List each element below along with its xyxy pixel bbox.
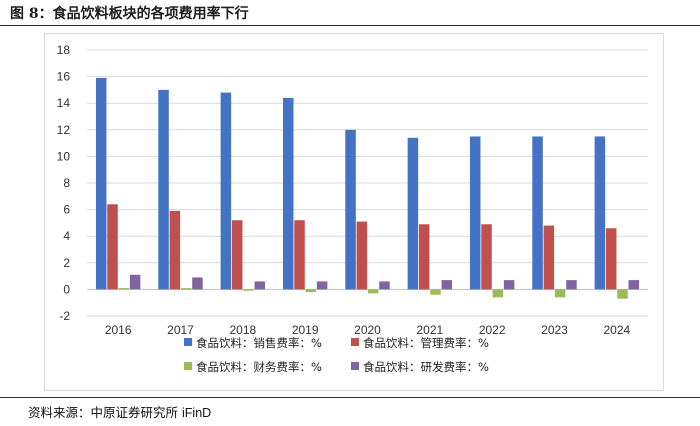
bar-finance-2019 (305, 289, 317, 293)
figure-title: 图 8：食品饮料板块的各项费用率下行 (10, 6, 249, 22)
bar-rd-2022 (503, 280, 515, 290)
legend-label-admin: 食品饮料：管理费率：% (363, 336, 489, 350)
x-axis: 2016 2017 2018 2019 2020 2021 2022 2023 2024 (105, 323, 631, 337)
legend: 食品饮料：销售费率：% 食品饮料：管理费率：% 食品饮料：财务费率：% 食品饮料：研发… (184, 336, 489, 374)
bars (95, 77, 640, 299)
bar-finance-2018 (243, 289, 254, 291)
bar-rd-2021 (441, 280, 453, 290)
bar-rd-2023 (566, 280, 577, 290)
y-tick-label: 4 (63, 229, 70, 243)
bar-rd-2018 (254, 281, 266, 290)
bar-admin-2023 (543, 225, 555, 290)
bar-rd-2017 (192, 277, 203, 290)
bar-admin-2019 (294, 220, 305, 290)
y-tick-label: 12 (57, 123, 71, 137)
legend-swatch-sales (184, 338, 192, 346)
bar-rd-2024 (628, 280, 640, 290)
y-tick-label: 8 (63, 176, 70, 190)
bar-rd-2016 (129, 274, 141, 290)
y-tick-label: 2 (63, 256, 70, 270)
y-tick-label: 6 (63, 203, 70, 217)
bar-finance-2016 (118, 288, 130, 290)
bar-admin-2017 (169, 210, 181, 290)
bar-finance-2022 (492, 289, 504, 298)
bar-admin-2016 (107, 204, 118, 290)
y-tick-label: 0 (63, 282, 70, 296)
bar-finance-2017 (180, 288, 192, 290)
bar-finance-2023 (554, 289, 566, 298)
legend-label-finance: 食品饮料：财务费率：% (196, 360, 322, 374)
x-tick-label: 2022 (479, 323, 506, 337)
x-tick-label: 2023 (541, 323, 568, 337)
bar-sales-2020 (345, 129, 356, 290)
bar-admin-2020 (356, 221, 368, 290)
bar-finance-2020 (367, 289, 379, 294)
bar-sales-2021 (407, 137, 419, 290)
x-tick-label: 2019 (292, 323, 319, 337)
y-tick-label: 16 (57, 70, 71, 84)
legend-swatch-admin (351, 338, 359, 346)
bar-rd-2020 (379, 281, 390, 290)
chart-frame (44, 33, 664, 391)
x-tick-label: 2020 (354, 323, 381, 337)
y-tick-label: 14 (57, 96, 71, 110)
legend-label-rd: 食品饮料：研发费率：% (363, 360, 489, 374)
gridlines (87, 49, 648, 317)
bar-admin-2022 (481, 224, 492, 290)
top-rule (0, 25, 700, 26)
y-tick-label: 18 (57, 43, 71, 57)
x-tick-label: 2017 (167, 323, 194, 337)
source-brand: iFinD (182, 406, 212, 420)
bar-sales-2024 (594, 136, 606, 290)
bar-finance-2021 (430, 289, 441, 295)
bar-finance-2024 (617, 289, 628, 299)
source-note: 资料来源：中原证券研究所 iFinD (28, 402, 211, 421)
bar-sales-2019 (282, 97, 294, 290)
bar-sales-2023 (532, 136, 543, 290)
y-tick-label: -2 (59, 309, 70, 323)
bar-sales-2022 (469, 136, 481, 290)
x-tick-label: 2018 (229, 323, 256, 337)
y-axis: -2 0 2 4 6 8 10 12 14 16 18 (57, 43, 71, 323)
legend-swatch-rd (351, 362, 359, 370)
x-tick-label: 2021 (416, 323, 443, 337)
bar-sales-2018 (220, 92, 232, 290)
x-tick-label: 2016 (105, 323, 132, 337)
legend-swatch-finance (184, 362, 192, 370)
y-tick-label: 10 (57, 149, 71, 163)
source-text: 资料来源：中原证券研究所 (28, 405, 179, 420)
legend-label-sales: 食品饮料：销售费率：% (196, 336, 322, 350)
bar-rd-2019 (316, 281, 328, 290)
bar-sales-2017 (158, 89, 169, 290)
bar-admin-2024 (605, 228, 617, 290)
bar-admin-2018 (231, 220, 243, 290)
bar-admin-2021 (418, 224, 430, 290)
bar-sales-2016 (95, 77, 107, 290)
x-tick-label: 2024 (603, 323, 630, 337)
bottom-rule (0, 397, 700, 398)
